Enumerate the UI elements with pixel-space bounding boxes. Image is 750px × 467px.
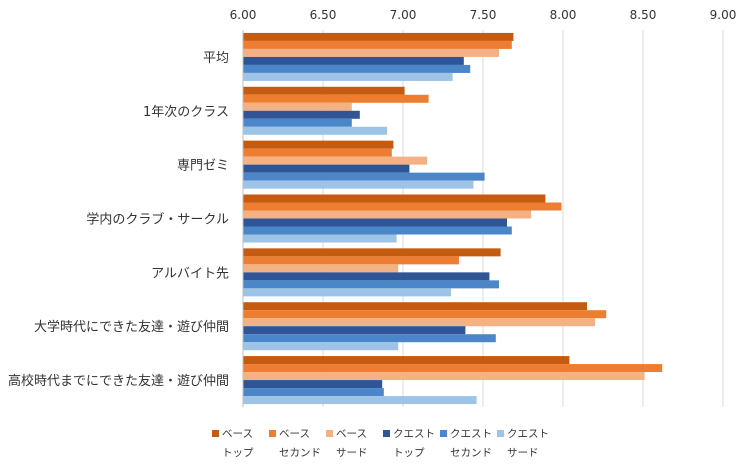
legend-label-line: サード (507, 447, 539, 459)
bar (243, 264, 399, 273)
bar (243, 180, 474, 189)
legend-label: ベース トップ (222, 425, 254, 463)
x-axis-ticks: 6.00 6.50 7.00 7.50 8.00 8.50 9.00 (230, 8, 737, 22)
category-label: 高校時代までにできた友達・遊び仲間 (8, 373, 229, 389)
bar (243, 94, 429, 103)
legend-label: ベース セカンド (279, 425, 321, 463)
legend: ベース トップ ベース セカンド ベース サード クエスト トップ クエスト セカンド クエスト サー… (212, 425, 552, 465)
bar (243, 272, 490, 281)
bar (243, 364, 663, 373)
category-label: アルバイト先 (151, 266, 229, 281)
bar (243, 218, 507, 227)
bar (243, 118, 352, 127)
legend-label: クエスト トップ (393, 425, 435, 463)
legend-swatch (326, 430, 333, 437)
bar (243, 248, 501, 257)
x-tick-label: 8.50 (630, 8, 657, 22)
x-tick-label: 9.00 (710, 8, 737, 22)
bar (243, 156, 427, 165)
legend-label-line: トップ (222, 447, 254, 459)
legend-label: ベース サード (336, 425, 368, 463)
legend-label-line: クエスト (450, 428, 492, 440)
bar (243, 396, 477, 405)
category-labels: 平均 1年次のクラス専門ゼミ学内のクラブ・サークルアルバイト先大学時代にできた友達… (8, 51, 229, 389)
bar (243, 326, 466, 335)
bar (243, 40, 512, 49)
category-label: 1年次のクラス (143, 104, 229, 120)
bar (243, 234, 397, 243)
bar (243, 334, 496, 343)
legend-swatch (497, 430, 504, 437)
bar (243, 356, 570, 365)
category-label: 大学時代にできた友達・遊び仲間 (34, 319, 229, 335)
legend-swatch (383, 430, 390, 437)
bar (243, 140, 394, 149)
bar-chart: 6.00 6.50 7.00 7.50 8.00 8.50 9.00 平均 1年次のクラス専門… (8, 8, 737, 407)
bar (243, 126, 387, 135)
bar (243, 86, 405, 95)
x-tick-label: 7.50 (470, 8, 497, 22)
bar (243, 372, 645, 381)
bar (243, 202, 562, 211)
bar (243, 226, 512, 235)
legend-label-line: ベース (336, 428, 367, 440)
bar (243, 194, 546, 203)
x-tick-label: 6.00 (230, 8, 257, 22)
bar (243, 302, 587, 311)
legend-label-line: セカンド (279, 447, 321, 459)
bar (243, 380, 383, 389)
x-tick-label: 7.00 (390, 8, 417, 22)
legend-label: クエスト サード (507, 425, 549, 463)
bar (243, 172, 485, 181)
legend-label-line: ベース (279, 428, 310, 440)
legend-label-line: クエスト (507, 428, 549, 440)
bar (243, 318, 595, 327)
bar (243, 342, 399, 351)
bar (243, 210, 531, 219)
bar (243, 148, 392, 157)
legend-label-line: セカンド (450, 447, 492, 459)
bar (243, 280, 499, 289)
bar (243, 164, 410, 173)
legend-swatch (269, 430, 276, 437)
legend-label-line: トップ (393, 447, 425, 459)
x-tick-label: 8.00 (550, 8, 577, 22)
legend-label-line: ベース (222, 428, 253, 440)
category-label: 専門ゼミ (177, 159, 229, 174)
bar (243, 288, 451, 297)
bar (243, 256, 459, 265)
bar (243, 310, 607, 319)
legend-label: クエスト セカンド (450, 425, 492, 463)
bar (243, 388, 384, 397)
bar (243, 32, 514, 41)
legend-label-line: サード (336, 447, 368, 459)
bar (243, 48, 499, 57)
bar (243, 64, 471, 73)
legend-swatch (440, 430, 447, 437)
category-label: 平均 (203, 51, 229, 66)
bar (243, 72, 453, 81)
bar (243, 110, 360, 119)
bar (243, 56, 464, 65)
legend-swatch (212, 430, 219, 437)
category-label: 学内のクラブ・サークル (86, 212, 229, 228)
x-tick-label: 6.50 (310, 8, 337, 22)
bar (243, 102, 352, 111)
legend-label-line: クエスト (393, 428, 435, 440)
bars (243, 32, 663, 405)
